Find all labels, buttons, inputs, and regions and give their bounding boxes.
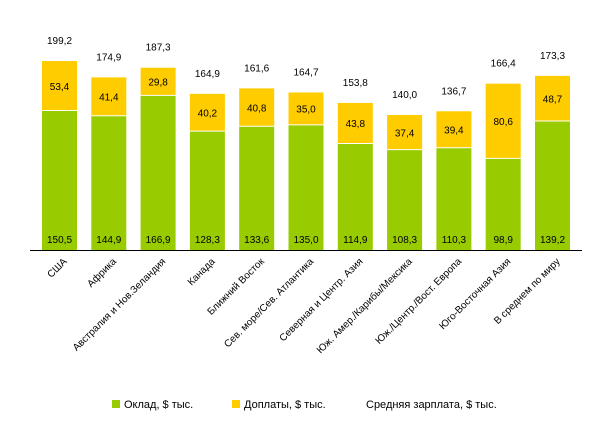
x-tick-label: Африка	[85, 255, 119, 289]
bar-bonus	[436, 111, 472, 148]
bar-bonus	[239, 88, 275, 127]
label-total: 164,9	[195, 69, 220, 80]
label-total: 153,8	[343, 78, 368, 89]
label-bonus: 29,8	[148, 78, 168, 89]
label-bonus: 35,0	[296, 105, 316, 116]
bars-layer	[42, 61, 570, 251]
legend: Оклад, $ тыс. Доплаты, $ тыс. Средняя за…	[112, 399, 497, 411]
legend-swatch-salary	[112, 400, 120, 408]
bar-bonus	[288, 92, 324, 125]
label-salary: 166,9	[146, 235, 171, 246]
bar-salary	[387, 149, 423, 250]
x-tick-label: Северная и Центр. Азия	[278, 256, 366, 344]
label-bonus: 48,7	[543, 94, 563, 105]
bar-salary	[337, 143, 373, 250]
bar-salary	[436, 147, 472, 250]
legend-label-average: Средняя зарплата, $ тыс.	[366, 399, 497, 411]
x-tick-label: Юж./Центр./Вост. Европа	[374, 256, 465, 347]
bar-bonus	[387, 114, 423, 150]
label-salary: 144,9	[96, 235, 121, 246]
label-salary: 133,6	[244, 235, 269, 246]
bar-bonus	[337, 102, 373, 144]
label-total: 136,7	[441, 86, 466, 97]
x-tick-label: Австралия и Нов.Зеландия	[71, 256, 168, 353]
value-labels-layer: 150,5 53,4 199,2 144,9 41,4 174,9 166,9 29,8 187…	[47, 36, 565, 246]
label-bonus: 53,4	[50, 82, 70, 93]
bar-salary	[189, 131, 225, 250]
label-bonus: 40,8	[247, 103, 267, 114]
label-bonus: 41,4	[99, 93, 119, 104]
bar-salary	[140, 95, 176, 250]
bar-salary	[91, 115, 127, 251]
label-bonus: 37,4	[395, 128, 415, 139]
legend-label-bonus: Доплаты, $ тыс.	[244, 399, 326, 411]
label-salary: 128,3	[195, 235, 220, 246]
legend-swatch-bonus	[232, 400, 240, 408]
label-total: 187,3	[146, 43, 171, 54]
label-total: 173,3	[540, 51, 565, 62]
bar-salary	[42, 110, 77, 250]
label-salary: 98,9	[493, 235, 513, 246]
label-salary: 110,3	[442, 235, 467, 246]
bar-bonus	[485, 83, 521, 159]
label-salary: 108,3	[392, 235, 417, 246]
x-tick-label: США	[46, 256, 70, 280]
bar-bonus	[535, 75, 570, 122]
x-tick-label: Канада	[186, 256, 218, 288]
bar-bonus	[42, 61, 77, 111]
x-tick-label: Юж. Амер./Карибы/Мексика	[314, 255, 415, 356]
label-bonus: 43,8	[346, 119, 366, 130]
label-bonus: 39,4	[444, 126, 464, 137]
label-total: 161,6	[244, 63, 269, 74]
legend-label-salary: Оклад, $ тыс.	[124, 399, 193, 411]
label-salary: 150,5	[47, 235, 72, 246]
label-salary: 139,2	[540, 235, 565, 246]
bar-salary	[485, 158, 521, 250]
label-bonus: 40,2	[198, 108, 218, 119]
bar-bonus	[91, 77, 127, 116]
bar-bonus	[189, 93, 225, 132]
bar-salary	[239, 126, 275, 250]
bar-bonus	[140, 67, 176, 96]
x-tick-label: Сев. море/Сев. Атлантика	[222, 256, 316, 350]
label-salary: 135,0	[293, 235, 318, 246]
label-total: 164,7	[293, 67, 318, 78]
label-total: 140,0	[392, 90, 417, 101]
bar-salary	[288, 124, 324, 250]
label-total: 174,9	[96, 52, 121, 63]
label-bonus: 80,6	[493, 117, 513, 128]
label-total: 199,2	[47, 36, 72, 47]
bar-salary	[535, 121, 570, 250]
label-salary: 114,9	[343, 235, 368, 246]
label-total: 166,4	[491, 59, 516, 70]
